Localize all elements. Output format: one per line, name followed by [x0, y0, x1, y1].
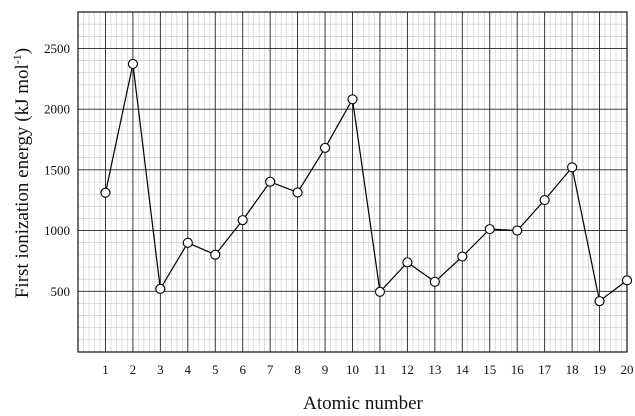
- y-tick-label: 1500: [44, 162, 70, 177]
- data-point: [100, 187, 111, 198]
- y-axis-label-close: ): [12, 48, 33, 54]
- data-point: [210, 249, 221, 260]
- data-point: [319, 142, 331, 153]
- x-axis-label: Atomic number: [303, 393, 423, 414]
- x-tick-label: 7: [267, 362, 274, 377]
- markers: [100, 58, 633, 307]
- x-tick-label: 12: [401, 362, 414, 377]
- x-tick-label: 5: [212, 362, 219, 377]
- data-point: [429, 276, 440, 287]
- x-tick-label: 17: [538, 362, 552, 377]
- x-tick-labels: 1 2 3 4 5 6 7 8 9 10 11 12 13 14 15 16 17 18 19 20: [102, 362, 633, 377]
- major-grid: [77, 12, 628, 353]
- data-point: [292, 187, 303, 198]
- y-tick-label: 1000: [44, 223, 70, 238]
- x-tick-label: 9: [322, 362, 329, 377]
- x-tick-label: 3: [157, 362, 164, 377]
- y-axis-label-main: First ionization energy (kJ mol: [12, 64, 33, 298]
- data-point: [265, 176, 276, 187]
- x-tick-label: 6: [239, 362, 246, 377]
- data-point: [374, 286, 386, 297]
- x-tick-label: 15: [483, 362, 496, 377]
- data-point: [155, 283, 166, 294]
- x-tick-label: 10: [346, 362, 359, 377]
- y-tick-labels: 500 1000 1500 2000 2500: [44, 41, 70, 299]
- x-tick-label: 16: [511, 362, 525, 377]
- data-point: [594, 296, 605, 307]
- x-tick-label: 19: [593, 362, 606, 377]
- x-tick-label: 20: [621, 362, 634, 377]
- x-tick-label: 18: [566, 362, 579, 377]
- x-tick-label: 8: [294, 362, 301, 377]
- x-tick-label: 1: [102, 362, 109, 377]
- y-tick-label: 500: [51, 284, 71, 299]
- x-tick-label: 11: [374, 362, 387, 377]
- x-tick-label: 4: [185, 362, 192, 377]
- x-tick-label: 2: [130, 362, 137, 377]
- x-tick-label: 14: [456, 362, 470, 377]
- data-point: [539, 195, 550, 206]
- y-axis-label-superscript: -1: [10, 54, 24, 64]
- data-point: [402, 257, 413, 268]
- data-point: [237, 215, 248, 226]
- x-tick-label: 13: [428, 362, 441, 377]
- data-point: [127, 58, 138, 70]
- plot-frame: [77, 11, 628, 353]
- data-point: [621, 275, 633, 286]
- data-point: [567, 162, 578, 173]
- series-line: [104, 63, 628, 303]
- data-point: [512, 225, 523, 236]
- data-point: [457, 251, 468, 262]
- data-point: [484, 224, 495, 235]
- y-tick-label: 2500: [44, 41, 70, 56]
- y-tick-label: 2000: [44, 102, 70, 117]
- data-point: [347, 94, 358, 105]
- y-axis-label: First ionization energy (kJ mol-1): [10, 48, 33, 298]
- data-point: [182, 237, 193, 248]
